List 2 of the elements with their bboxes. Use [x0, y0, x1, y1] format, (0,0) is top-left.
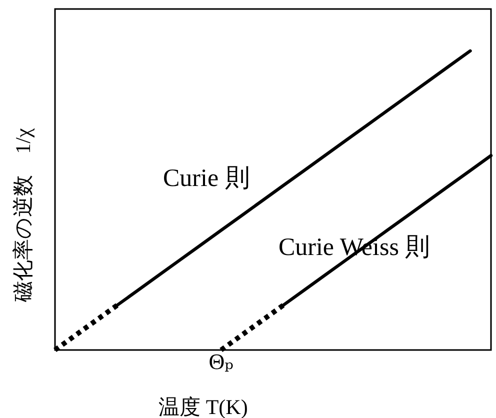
annotation: Θₚ — [208, 349, 234, 374]
y-axis-title: 磁化率の逆数 1/χ — [11, 128, 35, 302]
